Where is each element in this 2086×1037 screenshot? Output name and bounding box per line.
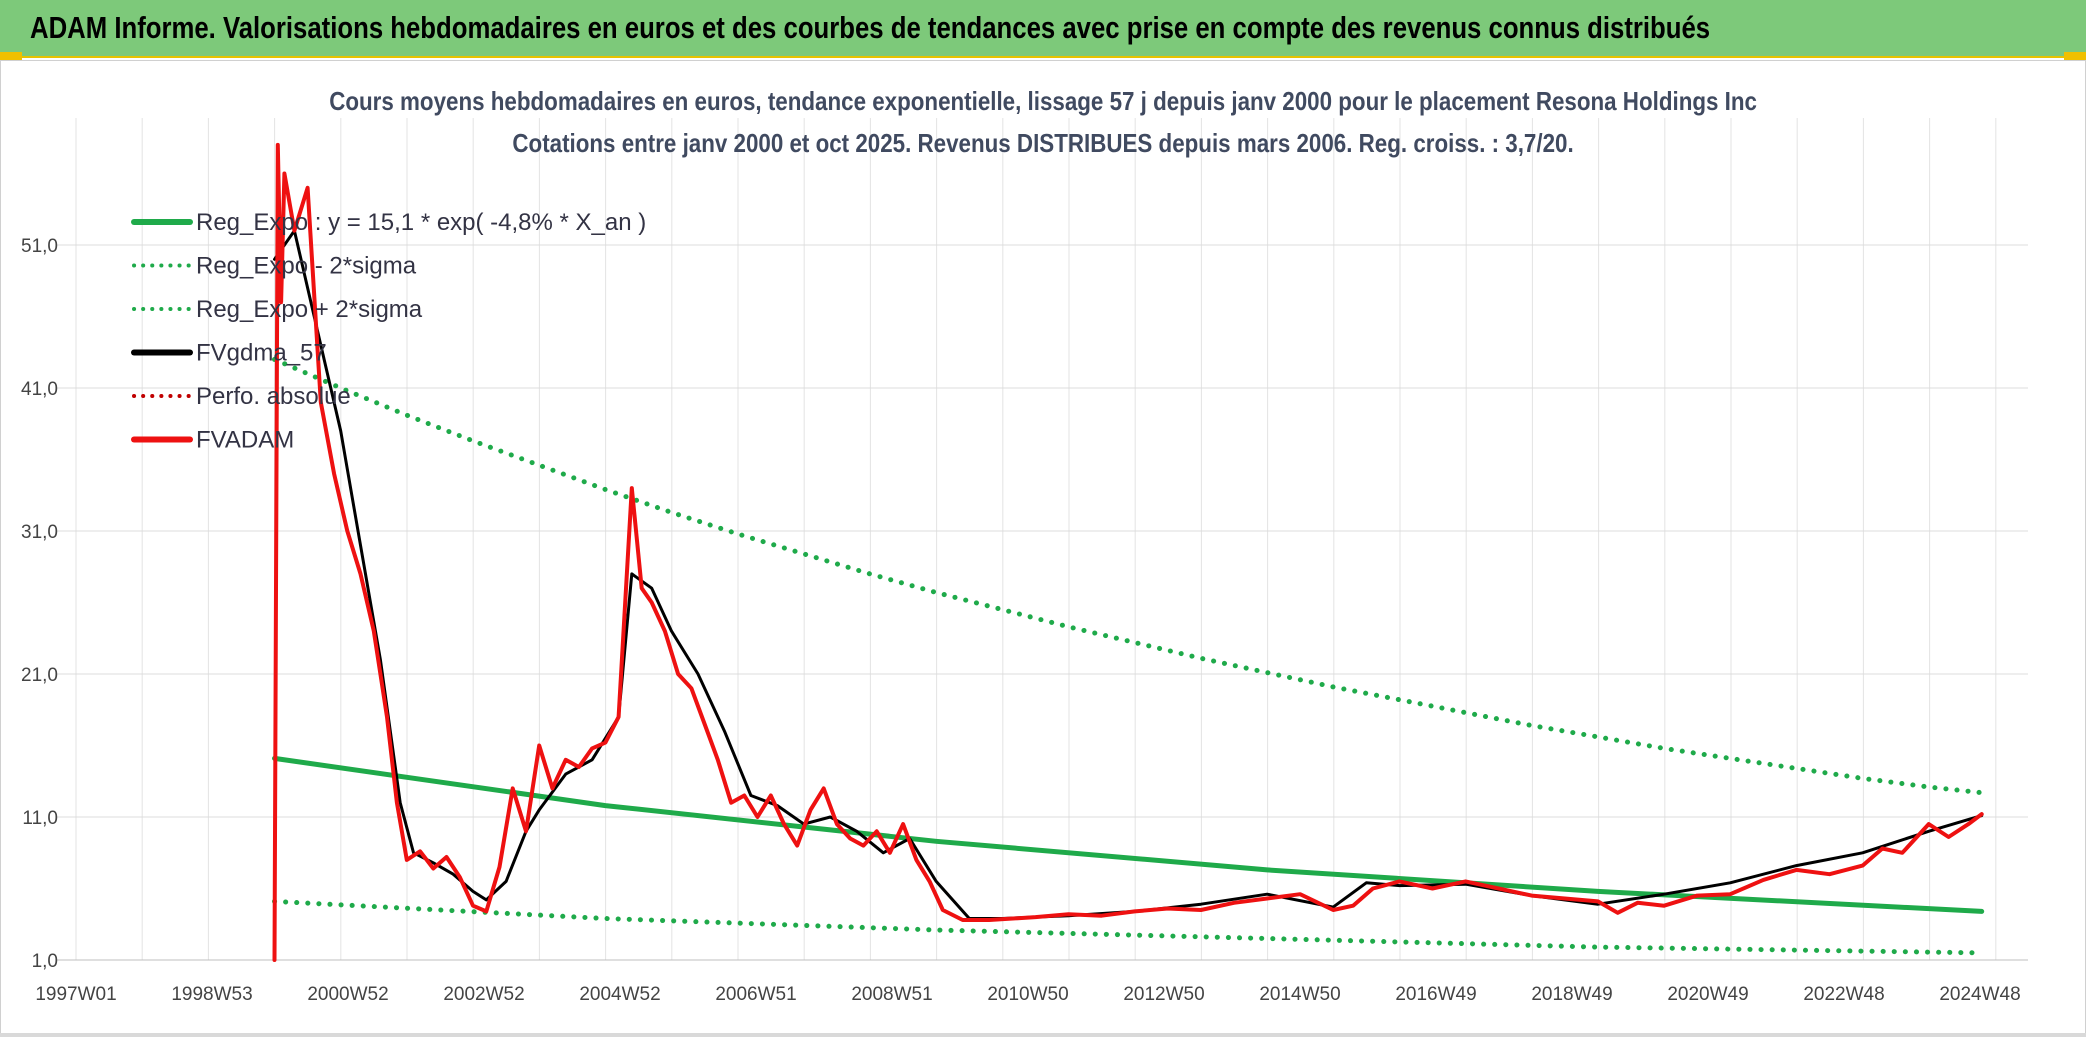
- chart-subtitle: Cotations entre janv 2000 et oct 2025. R…: [512, 128, 1574, 158]
- report-banner: ADAM Informe. Valorisations hebdomadaire…: [0, 0, 2086, 58]
- x-tick-label: 2016W49: [1395, 984, 1476, 1005]
- legend-label: Reg_Expo - 2*sigma: [196, 253, 417, 280]
- y-tick-label: 21,0: [21, 665, 58, 686]
- legend-label: Perfo. absolue: [196, 383, 351, 410]
- series-line-1: [272, 898, 1985, 956]
- grid: [56, 118, 2028, 961]
- x-tick-label: 2014W50: [1259, 984, 1340, 1005]
- x-tick-label: 1997W01: [35, 984, 116, 1005]
- series-line-0: [272, 755, 1985, 914]
- series: [272, 142, 1985, 962]
- y-tick-label: 41,0: [21, 379, 58, 400]
- x-tick-label: 2022W48: [1803, 984, 1884, 1005]
- x-tick-label: 2002W52: [443, 984, 524, 1005]
- x-tick-label: 1998W53: [171, 984, 252, 1005]
- bottom-bar: [0, 1033, 2086, 1037]
- x-tick-label: 2018W49: [1531, 984, 1612, 1005]
- banner-corner-right: [2064, 52, 2086, 60]
- y-tick-label: 31,0: [21, 522, 58, 543]
- x-tick-label: 2020W49: [1667, 984, 1748, 1005]
- report-title: ADAM Informe. Valorisations hebdomadaire…: [30, 10, 1711, 45]
- legend-label: FVADAM: [196, 427, 294, 454]
- x-tick-label: 2004W52: [579, 984, 660, 1005]
- chart-title: Cours moyens hebdomadaires en euros, ten…: [329, 86, 1757, 116]
- series-line-2: [272, 356, 1985, 796]
- legend-label: Reg_Expo : y = 15,1 * exp( -4,8% * X_an …: [196, 209, 646, 236]
- y-tick-label: 1,0: [32, 951, 58, 972]
- legend-label: FVgdma_57: [196, 340, 327, 367]
- series-line-5: [272, 142, 1984, 962]
- y-tick-label: 51,0: [21, 236, 58, 257]
- x-tick-label: 2000W52: [307, 984, 388, 1005]
- x-tick-label: 2008W51: [851, 984, 932, 1005]
- banner-corner-left: [0, 52, 22, 60]
- legend: Reg_Expo : y = 15,1 * exp( -4,8% * X_an …: [131, 209, 646, 454]
- series-line-3: [273, 229, 1984, 920]
- x-tick-label: 2010W50: [987, 984, 1068, 1005]
- y-tick-label: 11,0: [22, 808, 58, 829]
- x-axis-ticks: 1997W01 1998W53 2000W52 2002W52 2004W52 2006W…: [35, 984, 2020, 1005]
- x-tick-label: 2024W48: [1939, 984, 2020, 1005]
- legend-label: Reg_Expo + 2*sigma: [196, 296, 423, 323]
- x-tick-label: 2012W50: [1123, 984, 1204, 1005]
- x-tick-label: 2006W51: [715, 984, 796, 1005]
- y-axis-ticks: 1,0 11,0 21,0 31,0 41,0 51,0: [21, 236, 58, 972]
